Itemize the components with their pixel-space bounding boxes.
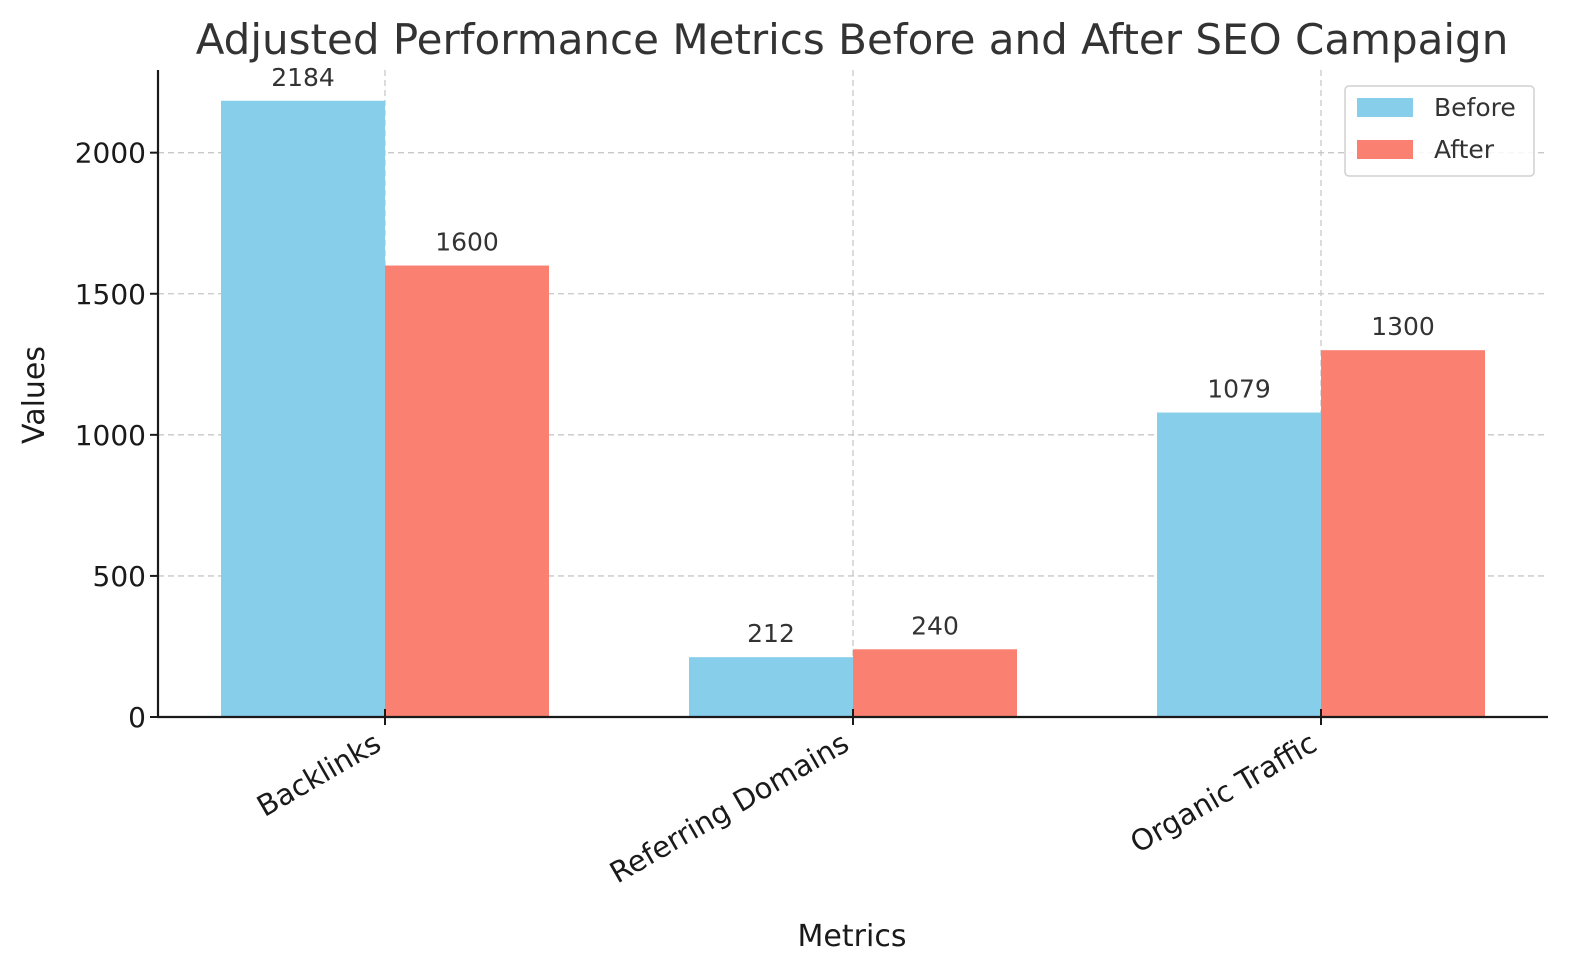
legend-label-after: After	[1434, 135, 1495, 164]
data-label: 2184	[271, 63, 335, 92]
bar-after-referring-domains	[853, 649, 1017, 717]
data-label: 1300	[1371, 312, 1435, 341]
data-label: 212	[747, 619, 795, 648]
legend-swatch-before	[1357, 98, 1413, 117]
y-tick-label: 0	[128, 701, 146, 734]
data-label: 240	[911, 611, 959, 640]
bars	[221, 100, 1485, 717]
x-tick-label: Organic Traffic	[1124, 726, 1322, 860]
y-tick-label: 500	[93, 560, 146, 593]
bar-before-referring-domains	[689, 657, 853, 717]
y-tick-label: 1500	[75, 278, 146, 311]
legend-swatch-after	[1357, 140, 1413, 159]
y-axis-label: Values	[17, 346, 52, 444]
data-label: 1600	[435, 228, 499, 257]
bar-before-backlinks	[221, 100, 385, 717]
x-tick-label: Backlinks	[251, 726, 386, 824]
bar-before-organic-traffic	[1157, 412, 1321, 717]
y-tick-label: 2000	[75, 137, 146, 170]
x-tick-label: Referring Domains	[604, 726, 855, 890]
chart-title: Adjusted Performance Metrics Before and …	[196, 15, 1509, 64]
data-label: 1079	[1207, 375, 1271, 404]
bar-after-organic-traffic	[1321, 350, 1485, 717]
legend: Before After	[1344, 85, 1535, 177]
x-axis-label: Metrics	[798, 919, 907, 954]
legend-label-before: Before	[1434, 93, 1516, 122]
data-labels: 2184 212 1079 1600 240 1300	[271, 63, 1435, 648]
y-tick-label: 1000	[75, 419, 146, 452]
bar-after-backlinks	[385, 265, 549, 717]
